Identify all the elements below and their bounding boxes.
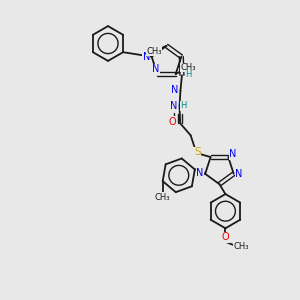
Text: N: N (152, 64, 160, 74)
Text: N: N (235, 169, 242, 179)
Text: CH₃: CH₃ (181, 63, 196, 72)
Text: N: N (142, 52, 150, 62)
Text: CH₃: CH₃ (233, 242, 249, 251)
Text: O: O (169, 117, 176, 127)
Text: H: H (185, 70, 192, 79)
Text: N: N (171, 85, 179, 95)
Text: H: H (180, 101, 186, 110)
Text: CH₃: CH₃ (146, 47, 162, 56)
Text: N: N (196, 168, 204, 178)
Text: O: O (222, 232, 229, 242)
Text: N: N (170, 101, 178, 111)
Text: CH₃: CH₃ (155, 193, 170, 202)
Text: S: S (194, 147, 200, 157)
Text: N: N (229, 149, 236, 159)
